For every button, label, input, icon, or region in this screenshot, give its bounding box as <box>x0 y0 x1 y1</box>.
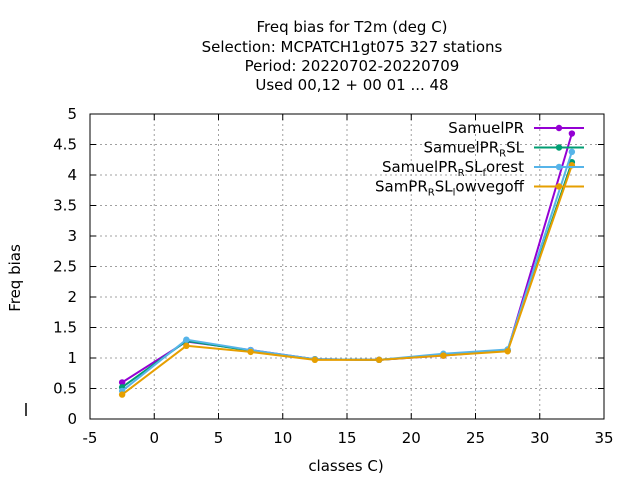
data-point <box>118 391 126 398</box>
y-tick-label: 5 <box>67 105 77 123</box>
series-line <box>121 164 573 396</box>
y-tick-label: 1 <box>67 349 77 367</box>
legend: SamuelPR SamuelPRRSLSamuelPRRSLforestSamP… <box>375 119 584 199</box>
x-axis-label: classes C) <box>308 457 383 475</box>
data-point <box>375 356 383 364</box>
legend-marker <box>555 183 563 190</box>
chart-title-line-2: Selection: MCPATCH1gt075 327 stations <box>202 38 503 56</box>
legend-entry-2: SamuelPRRSL <box>423 139 584 160</box>
chart-title-line-1: Freq bias for T2m (deg C) <box>256 18 447 36</box>
x-tick-labels: -5 0 5 10 15 20 25 30 35 <box>83 429 614 447</box>
legend-marker <box>555 163 563 171</box>
legend-label: SamPRRSLlowvegoff <box>375 178 525 199</box>
x-tick-label: 20 <box>402 429 421 447</box>
data-point <box>118 379 126 386</box>
data-point <box>183 336 190 343</box>
x-tick-label: 30 <box>530 429 549 447</box>
y-tick-label: 4 <box>67 166 77 184</box>
chart-title-line-4: Used 00,12 + 00 01 ... 48 <box>255 76 448 94</box>
legend-label: SamuelPR <box>448 119 524 137</box>
y-tick-label: 2 <box>67 288 77 306</box>
data-point <box>183 342 190 349</box>
x-tick-label: 5 <box>214 429 224 447</box>
grid-lines <box>89 113 605 420</box>
y-tick-label: 3.5 <box>53 197 77 215</box>
series-4 <box>118 162 576 398</box>
legend-marker <box>555 124 563 132</box>
data-point <box>440 352 447 359</box>
data-point <box>247 348 254 356</box>
legend-label: SamuelPRRSL <box>423 139 524 160</box>
x-tick-label: 0 <box>149 429 159 447</box>
plot-frame <box>89 113 605 420</box>
legend-label: SamuelPRRSLforest <box>382 158 524 179</box>
data-point <box>568 148 576 156</box>
chart-title-line-3: Period: 20220702-20220709 <box>245 57 460 75</box>
y-tick-label: 2.5 <box>53 258 77 276</box>
series-layer <box>118 130 576 398</box>
x-tick-label: 10 <box>273 429 292 447</box>
y-tick-labels: 0 0.5 1 1.5 2 2.5 3 3.5 4 4.5 5 <box>53 105 77 428</box>
y-axis-label: Freq bias <box>6 244 24 312</box>
y-tick-label: 1.5 <box>53 319 77 337</box>
legend-marker <box>555 144 563 151</box>
y-tick-label: 0.5 <box>53 380 77 398</box>
data-point <box>568 130 576 137</box>
x-tick-label: 35 <box>594 429 613 447</box>
x-tick-label: 15 <box>337 429 356 447</box>
data-point <box>504 348 511 355</box>
legend-entry-1: SamuelPR <box>448 119 584 137</box>
legend-entry-3: SamuelPRRSLforest <box>382 158 584 179</box>
legend-entry-4: SamPRRSLlowvegoff <box>375 178 584 199</box>
x-tick-label: 25 <box>466 429 485 447</box>
x-tick-label: -5 <box>83 429 98 447</box>
y-tick-label: 4.5 <box>53 136 77 154</box>
data-point <box>311 356 319 364</box>
y-tick-label: 0 <box>67 410 77 428</box>
y-tick-label: 3 <box>67 227 77 245</box>
